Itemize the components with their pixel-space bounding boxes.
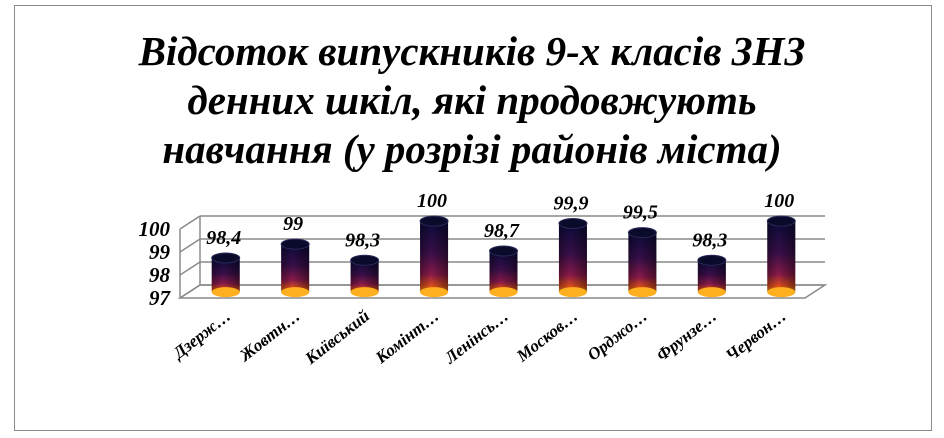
bar [211,252,241,298]
bar-cap [211,252,241,264]
gridline-side [179,215,201,230]
x-category-label: Жовтн… [235,306,304,365]
gridline-side [179,238,201,253]
bar [350,254,380,298]
bar [627,227,657,298]
gridline-side [179,284,201,299]
data-label: 99,5 [623,202,658,224]
bar-base [767,287,796,298]
bar-shade [211,257,240,293]
x-category-label: Комінт… [371,306,442,368]
chart-title: Відсоток випускників 9-х класів ЗНЗ денн… [0,27,944,174]
data-label: 98,3 [345,229,380,251]
y-tick-label: 97 [149,286,172,310]
data-label: 98,3 [692,229,727,251]
data-label: 100 [764,190,794,212]
bar-base [558,287,587,298]
x-category-label: Червон… [722,306,790,365]
bar-cap [419,215,449,227]
data-label: 99 [283,213,303,235]
bar-shade [420,221,449,293]
bar [697,254,727,298]
bar-cap [558,217,588,229]
x-category-label: Москов… [512,306,581,366]
bar-cap [350,254,380,266]
bar-base [420,287,449,298]
bar-shade [281,244,310,293]
bar-shade [558,223,587,293]
x-category-label: Дзерж… [168,306,234,363]
bar-base [211,287,240,298]
bar-base [281,287,310,298]
bar-base [489,287,518,298]
bar-base [628,287,657,298]
bars [211,215,796,298]
data-labels: 98,4 99 98,3 100 98,7 99,9 99,5 98,3 100 [206,190,794,251]
y-tick-label: 98 [149,263,171,287]
bar [280,238,310,298]
data-label: 98,4 [206,227,241,249]
chart-title-line-3: навчання (у розрізі районів міста) [162,126,782,172]
chart-title-line-1: Відсоток випускників 9-х класів ЗНЗ [138,28,806,74]
x-category-label: Фрунзе… [653,306,721,365]
bar-cap [280,238,310,250]
x-category-label: Ленінсь… [440,306,512,368]
bar-cap [627,227,657,239]
bar-cap [697,254,727,266]
x-category-label: Київський [301,306,373,368]
bar-shade [628,232,657,293]
data-label: 99,9 [553,192,588,214]
data-label: 100 [417,190,447,212]
bar [558,217,588,298]
y-tick-label: 99 [149,240,171,264]
chart-title-line-2: денних шкіл, які продовжують [187,77,757,123]
bar-cap [766,215,796,227]
bar [489,245,518,298]
bar-shade [767,221,796,293]
bar-shade [489,251,518,293]
bar [419,215,449,298]
bar-base [350,287,379,298]
bar-cap [489,245,518,257]
data-label: 98,7 [484,220,520,242]
bar [766,215,796,298]
gridline-side [179,261,201,276]
y-tick-label: 100 [139,217,171,241]
bar-base [697,287,726,298]
x-category-label: Орджо… [584,306,651,364]
